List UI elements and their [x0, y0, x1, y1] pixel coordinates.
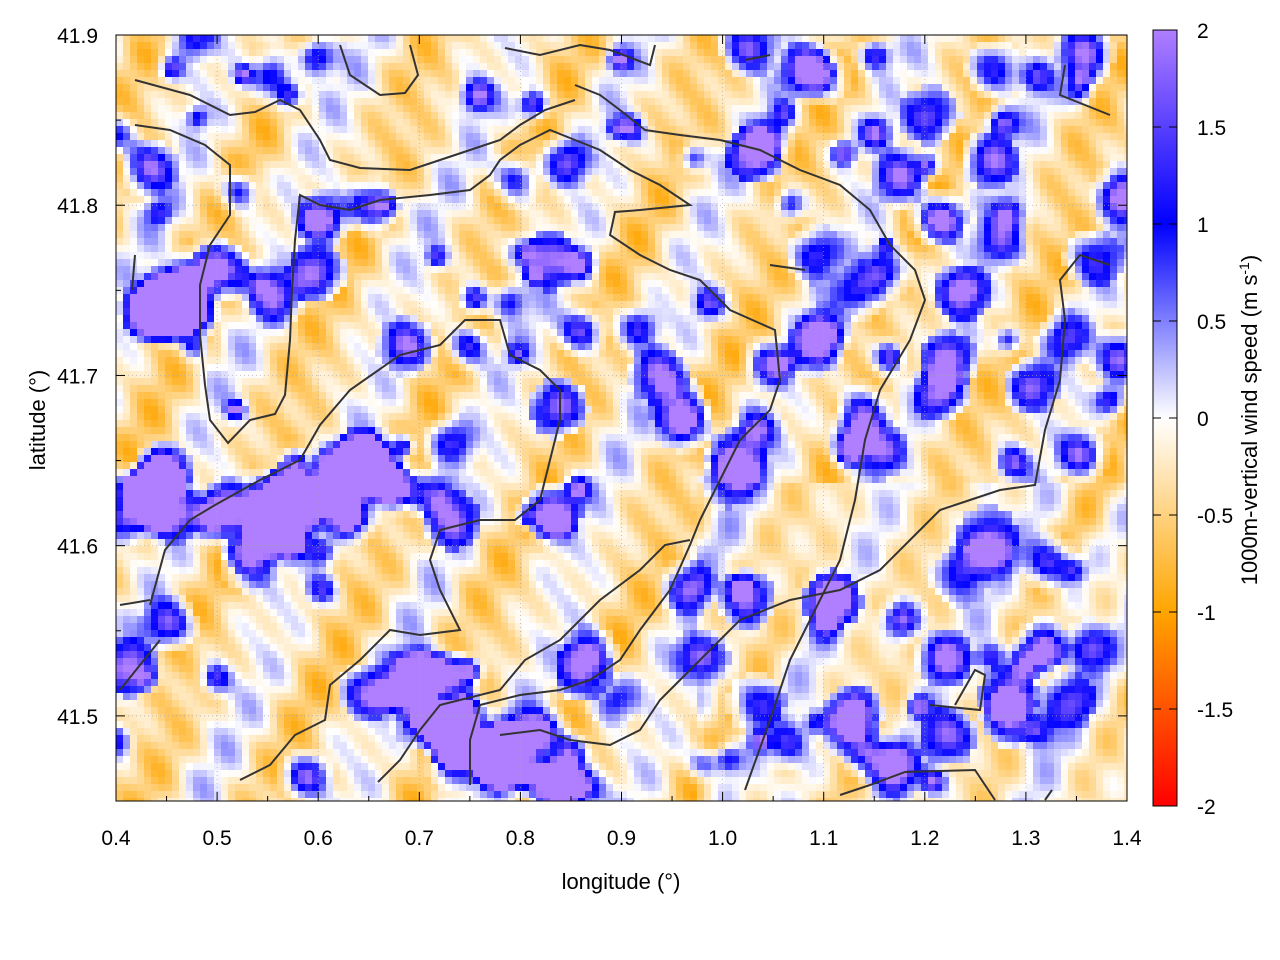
y-tick-label: 41.9: [57, 25, 98, 48]
y-tick-label: 41.5: [57, 706, 98, 729]
y-axis-title: latitude (°): [25, 370, 50, 471]
x-tick-label: 0.6: [304, 827, 333, 850]
x-tick-label: 0.9: [607, 827, 636, 850]
x-tick-label: 1.2: [910, 827, 939, 850]
colorbar-tick-label: 1: [1197, 214, 1209, 237]
x-tick-label: 1.1: [809, 827, 838, 850]
y-tick-label: 41.6: [57, 536, 98, 559]
x-tick-label: 0.7: [405, 827, 434, 850]
x-tick-label: 0.8: [506, 827, 535, 850]
y-tick-label: 41.7: [57, 365, 98, 388]
x-tick-label: 1.0: [708, 827, 737, 850]
heatmap-field: [116, 35, 1132, 806]
colorbar-tick-label: 0.5: [1197, 311, 1226, 334]
x-tick-label: 0.5: [202, 827, 231, 850]
colorbar-tick-label: 2: [1197, 20, 1209, 43]
y-tick-label: 41.8: [57, 195, 98, 218]
colorbar-title: 1000m-vertical wind speed (m s-1): [1236, 255, 1262, 585]
colorbar-tick-label: -0.5: [1197, 505, 1233, 528]
x-tick-label: 1.3: [1011, 827, 1040, 850]
colorbar-tick-label: -1: [1197, 602, 1216, 625]
colorbar-tick-label: -2: [1197, 796, 1216, 819]
x-tick-label: 0.4: [101, 827, 131, 850]
colorbar-tick-label: 0: [1197, 408, 1209, 431]
x-axis-title: longitude (°): [562, 869, 681, 894]
colorbar-tick-label: -1.5: [1197, 699, 1233, 722]
x-tick-label: 1.4: [1112, 827, 1142, 850]
colorbar-tick-label: 1.5: [1197, 117, 1226, 140]
